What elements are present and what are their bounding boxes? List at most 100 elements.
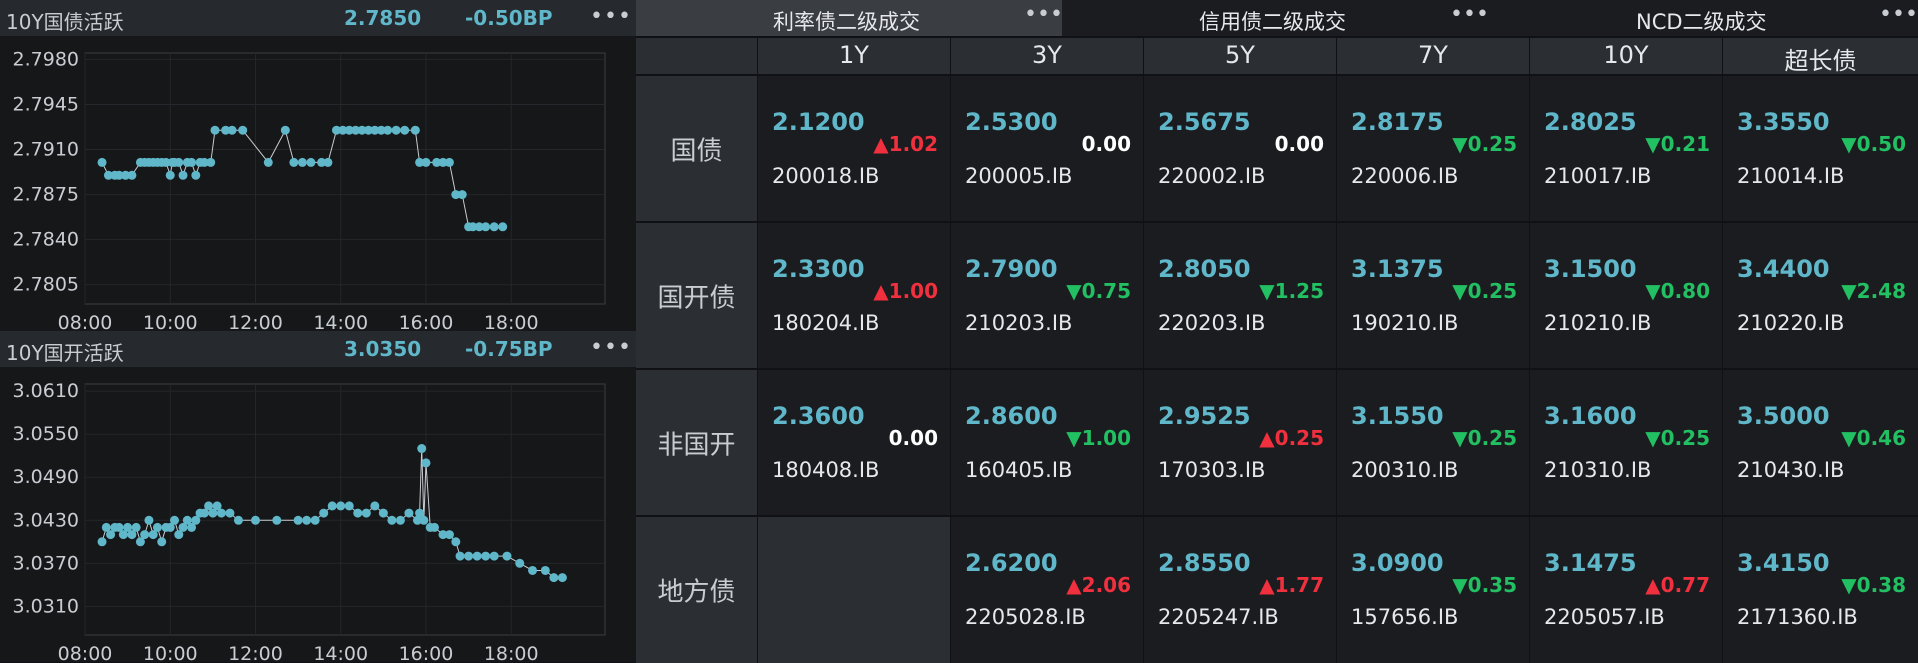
tab-ncd[interactable]: NCD二级成交 ••• (1489, 0, 1918, 36)
cell-yield: 3.1600 (1544, 402, 1637, 430)
grid-cell[interactable]: 3.1375 ▼0.25 190210.IB (1337, 223, 1529, 368)
cell-yield: 3.1375 (1351, 255, 1444, 283)
cell-bond-code: 210203.IB (965, 311, 1073, 335)
data-point (515, 558, 525, 568)
chart-latest-yield: 2.7850 (344, 6, 422, 30)
data-point (378, 508, 388, 518)
cell-change: ▼2.48 (1841, 279, 1906, 303)
more-options-icon[interactable]: ••• (1024, 2, 1063, 27)
more-options-icon[interactable]: ••• (590, 335, 632, 360)
data-point (383, 125, 393, 135)
grid-cell[interactable]: 2.7900 ▼0.75 210203.IB (951, 223, 1143, 368)
grid-cell[interactable]: 2.9525 ▲0.25 170303.IB (1144, 370, 1336, 515)
cell-bond-code: 170303.IB (1158, 458, 1266, 482)
cell-bond-code: 180204.IB (772, 311, 880, 335)
grid-cell[interactable]: 2.8025 ▼0.21 210017.IB (1530, 76, 1722, 221)
row-header-label: 地方债 (657, 577, 736, 608)
data-point (174, 530, 184, 540)
grid-cell[interactable]: 3.0900 ▼0.35 157656.IB (1337, 517, 1529, 663)
data-point (272, 515, 282, 525)
data-point (370, 125, 380, 135)
grid-cell[interactable]: 3.1600 ▼0.25 210310.IB (1530, 370, 1722, 515)
column-header: 10Y (1530, 38, 1722, 74)
grid-cell[interactable]: 2.3600 0.00 180408.IB (758, 370, 950, 515)
data-point (451, 190, 461, 200)
tab-bar: 利率债二级成交 ••• 信用债二级成交 ••• NCD二级成交 ••• (636, 0, 1918, 36)
data-point (263, 157, 273, 167)
tab-label: NCD二级成交 (1636, 10, 1767, 34)
data-point (178, 170, 188, 180)
data-point (127, 530, 137, 540)
data-point (468, 222, 478, 232)
data-point (370, 501, 380, 511)
grid-cell[interactable]: 3.3550 ▼0.50 210014.IB (1723, 76, 1918, 221)
cell-bond-code: 210430.IB (1737, 458, 1845, 482)
cell-change: ▼0.25 (1452, 279, 1517, 303)
data-point (210, 125, 220, 135)
x-tick-label: 08:00 (58, 312, 113, 331)
cell-bond-code: 2205057.IB (1544, 605, 1665, 629)
grid-cell[interactable]: 2.1200 ▲1.02 200018.IB (758, 76, 950, 221)
data-point (199, 508, 209, 518)
data-point (280, 125, 290, 135)
data-point (165, 522, 175, 532)
data-point (336, 501, 346, 511)
grid-cell[interactable]: 2.8550 ▲1.77 2205247.IB (1144, 517, 1336, 663)
data-point (152, 522, 162, 532)
data-point (250, 515, 260, 525)
grid-cell[interactable]: 2.6200 ▲2.06 2205028.IB (951, 517, 1143, 663)
chart-change-bp: -0.50BP (465, 6, 553, 30)
grid-cell[interactable]: 2.8050 ▼1.25 220203.IB (1144, 223, 1336, 368)
cell-change: ▼0.25 (1645, 426, 1710, 450)
grid-cell[interactable]: 2.5675 0.00 220002.IB (1144, 76, 1336, 221)
grid-cell[interactable]: 3.1475 ▲0.77 2205057.IB (1530, 517, 1722, 663)
cell-bond-code: 190210.IB (1351, 311, 1459, 335)
data-point (302, 515, 312, 525)
cell-yield: 3.4150 (1737, 549, 1830, 577)
x-tick-label: 14:00 (313, 312, 368, 331)
y-tick-label: 2.7910 (13, 139, 79, 161)
data-point (187, 522, 197, 532)
grid-cell[interactable]: 3.1550 ▼0.25 200310.IB (1337, 370, 1529, 515)
grid-cell[interactable]: 2.5300 0.00 200005.IB (951, 76, 1143, 221)
data-point (481, 222, 491, 232)
plot-area-border (84, 52, 606, 305)
data-point (293, 515, 303, 525)
grid-cell[interactable]: 3.5000 ▼0.46 210430.IB (1723, 370, 1918, 515)
grid-cell[interactable]: 2.8175 ▼0.25 220006.IB (1337, 76, 1529, 221)
data-point (419, 515, 429, 525)
more-options-icon[interactable]: ••• (1879, 2, 1918, 27)
more-options-icon[interactable]: ••• (590, 4, 632, 29)
data-point (319, 508, 329, 518)
grid-corner (636, 38, 757, 74)
y-tick-label: 3.0550 (13, 423, 79, 445)
grid-cell[interactable]: 3.1500 ▼0.80 210210.IB (1530, 223, 1722, 368)
grid-cell[interactable]: 3.4150 ▼0.38 2171360.IB (1723, 517, 1918, 663)
data-point (481, 551, 491, 561)
cell-yield: 2.9525 (1158, 402, 1251, 430)
cell-change: 0.00 (1081, 132, 1131, 156)
data-point (391, 125, 401, 135)
grid-cell[interactable]: 2.8600 ▼1.00 160405.IB (951, 370, 1143, 515)
data-point (317, 157, 327, 167)
data-point (353, 508, 363, 518)
tab-credit-bonds[interactable]: 信用债二级成交 ••• (1062, 0, 1489, 36)
data-point (444, 530, 454, 540)
grid-cell[interactable]: 2.3300 ▲1.00 180204.IB (758, 223, 950, 368)
cell-yield: 3.1475 (1544, 549, 1637, 577)
grid-cell[interactable]: 3.4400 ▼2.48 210220.IB (1723, 223, 1918, 368)
data-point (323, 157, 333, 167)
chart-latest-yield: 3.0350 (344, 337, 422, 361)
data-point (489, 551, 499, 561)
cell-yield: 2.3300 (772, 255, 865, 283)
tab-rate-bonds[interactable]: 利率债二级成交 ••• (636, 0, 1063, 36)
more-options-icon[interactable]: ••• (1450, 2, 1489, 27)
cell-bond-code: 220006.IB (1351, 164, 1459, 188)
cell-yield: 3.1500 (1544, 255, 1637, 283)
data-point (206, 157, 216, 167)
data-point (415, 508, 425, 518)
cell-bond-code: 180408.IB (772, 458, 880, 482)
data-point (140, 530, 150, 540)
cell-change: ▼0.75 (1066, 279, 1131, 303)
cell-yield: 3.3550 (1737, 108, 1830, 136)
